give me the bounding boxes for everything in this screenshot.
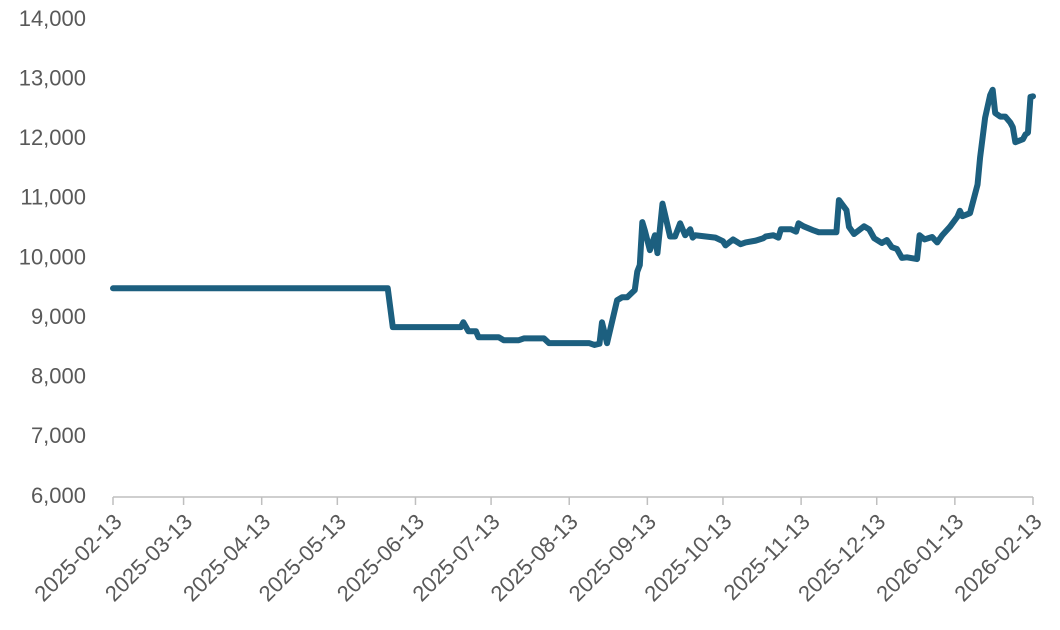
y-tick-label: 6,000 xyxy=(31,483,86,508)
y-tick-label: 9,000 xyxy=(31,304,86,329)
data-line xyxy=(110,86,1036,348)
y-tick-label: 13,000 xyxy=(19,65,86,90)
y-tick-label: 10,000 xyxy=(19,244,86,269)
y-tick-label: 7,000 xyxy=(31,423,86,448)
y-tick-label: 14,000 xyxy=(19,6,86,31)
y-tick-label: 11,000 xyxy=(20,185,86,210)
y-tick-label: 8,000 xyxy=(31,364,86,389)
y-tick-label: 12,000 xyxy=(19,125,86,150)
